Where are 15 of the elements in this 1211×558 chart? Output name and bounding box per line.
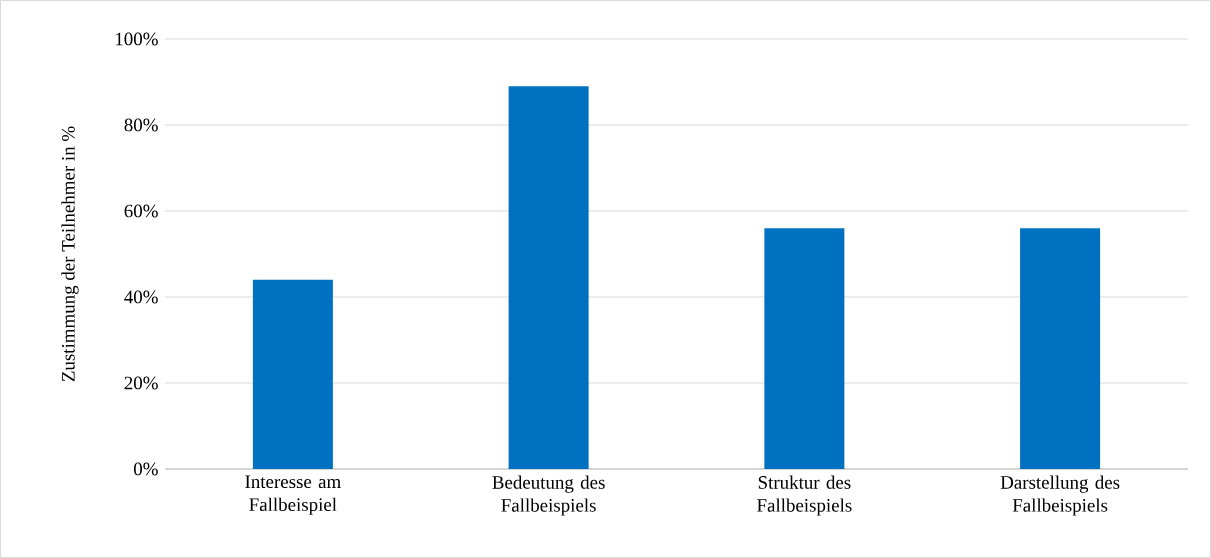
y-tick-label: 60% (124, 204, 158, 218)
x-tick-label: Darstellung des Fallbeispiels (1000, 475, 1120, 516)
x-tick-label: Struktur des Fallbeispiels (757, 475, 852, 516)
x-tick-label: Interesse am Fallbeispiel (245, 475, 341, 515)
bar (1020, 228, 1101, 469)
y-tick-label: 40% (124, 290, 158, 304)
x-tick-label: Bedeutung des Fallbeispiels (492, 475, 605, 516)
y-tick-label: 0% (133, 462, 158, 476)
y-tick-label: 80% (124, 118, 158, 132)
bar (508, 86, 589, 469)
y-tick-label: 100% (115, 32, 158, 46)
bar (252, 279, 333, 469)
y-axis-title: Zustimmung der Teilnehmer in % (61, 126, 79, 382)
y-tick-label: 20% (124, 376, 158, 390)
bar (764, 228, 845, 469)
